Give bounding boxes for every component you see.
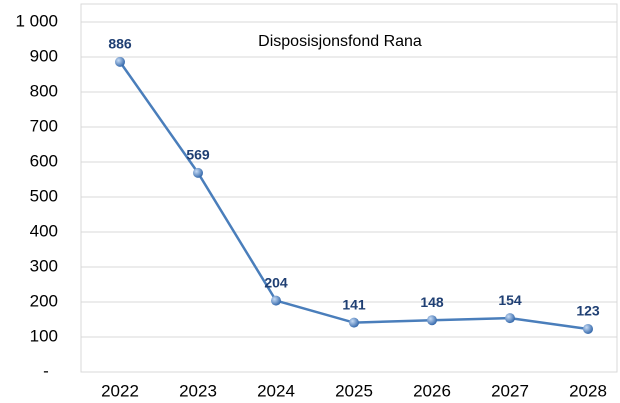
data-point [193, 167, 203, 178]
x-tick-label: 2026 [413, 381, 451, 400]
data-point [505, 313, 515, 324]
y-tick-label: 100 [30, 326, 58, 345]
y-tick-label: - [43, 361, 49, 380]
data-point [427, 315, 437, 326]
y-tick-label: 900 [30, 46, 58, 65]
y-tick-label: 400 [30, 221, 58, 240]
y-tick-label: 800 [30, 81, 58, 100]
data-label: 148 [420, 294, 444, 310]
y-tick-label: 200 [30, 291, 58, 310]
chart-title: Disposisjonsfond Rana [258, 33, 422, 50]
y-tick-label: 500 [30, 186, 58, 205]
x-tick-label: 2027 [491, 381, 529, 400]
data-label: 123 [576, 303, 600, 319]
plot-area [80, 3, 618, 373]
x-tick-label: 2023 [179, 381, 217, 400]
data-label: 204 [264, 274, 288, 290]
x-tick-label: 2025 [335, 381, 373, 400]
x-tick-label: 2028 [569, 381, 607, 400]
data-label: 886 [108, 36, 132, 52]
x-tick-label: 2024 [257, 381, 295, 400]
y-tick-label: 1 000 [15, 11, 58, 30]
x-tick-label: 2022 [101, 381, 139, 400]
y-tick-label: 300 [30, 256, 58, 275]
data-point [583, 323, 593, 334]
y-tick-label: 700 [30, 116, 58, 135]
data-point [271, 295, 281, 306]
data-label: 569 [186, 147, 210, 163]
data-point [115, 56, 125, 67]
y-tick-label: 600 [30, 151, 58, 170]
data-label: 141 [342, 296, 366, 312]
data-label: 154 [498, 292, 522, 308]
data-point [349, 317, 359, 328]
